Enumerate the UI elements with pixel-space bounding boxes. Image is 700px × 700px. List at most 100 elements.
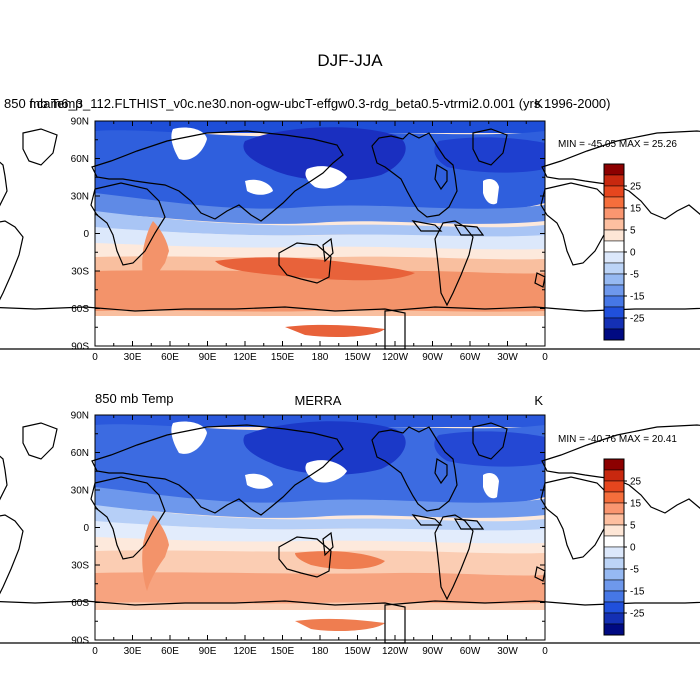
colorbar-swatch [603,458,625,471]
lon-tick-label: 0 [542,352,548,363]
colorbar-swatch [603,491,625,504]
lat-tick-label: 60N [71,154,89,165]
lat-tick-label: 60S [71,304,89,315]
colorbar-swatch [603,568,625,581]
colorbar-swatch [603,163,625,176]
lat-tick-label: 30N [71,192,89,203]
colorbar: 25 15 5 0 -5 -15 -25 [603,458,645,636]
lon-tick-label: 150W [344,352,371,363]
colorbar-swatch [603,546,625,559]
colorbar-label: -5 [630,270,639,281]
colorbar-swatch [603,535,625,548]
colorbar-swatch [603,317,625,330]
colorbar-label: 15 [630,204,642,215]
lat-tick-label: 60S [71,598,89,609]
colorbar-swatch [603,174,625,187]
colorbar-label: -25 [630,314,645,325]
colorbar-swatch [603,218,625,231]
colorbar-swatch [603,557,625,570]
colorbar-swatch [603,240,625,253]
lon-tick-label: 180 [312,352,329,363]
colorbar-label: 0 [630,248,636,259]
colorbar-swatch [603,328,625,341]
colorbar: 25 15 5 0 -5 -15 -25 [603,163,645,341]
lon-tick-label: 90E [199,352,217,363]
colorbar-label: -15 [630,587,645,598]
axis-ticks: 0 30E 60E 90E 120E 150E 180 150W 120W 90W 60W 30W 09… [71,411,549,658]
colorbar-label: 25 [630,477,642,488]
lat-tick-label: 90S [71,636,89,647]
lon-tick-label: 0 [92,646,98,657]
panel-min-max: MIN = -40.76 MAX = 20.41 [558,434,677,445]
colorbar-swatch [603,284,625,297]
colorbar-swatch [603,207,625,220]
axis-ticks: 0 30E 60E 90E 120E 150E 180 150W 120W 90W 60W 30W 09… [71,117,549,364]
lat-tick-label: 60N [71,448,89,459]
colorbar-label: 5 [630,226,636,237]
colorbar-label: 5 [630,521,636,532]
page-title: DJF-JJA [317,51,383,70]
panel-left-label: 850 mb Temp [4,96,83,111]
panel-center-label: MERRA [295,393,342,408]
lon-tick-label: 30W [497,646,518,657]
colorbar-swatch [603,612,625,625]
lon-tick-label: 30E [124,646,142,657]
colorbar-swatch [603,251,625,264]
lat-tick-label: 90N [71,411,89,422]
temperature-field [95,121,545,346]
lon-tick-label: 30W [497,352,518,363]
colorbar-swatch [603,590,625,603]
lon-tick-label: 60W [460,352,481,363]
lat-tick-label: 0 [83,523,89,534]
lat-tick-label: 0 [83,229,89,240]
colorbar-swatch [603,262,625,275]
colorbar-swatch [603,229,625,242]
lon-tick-label: 120W [382,646,409,657]
lon-tick-label: 60E [161,646,179,657]
colorbar-swatch [603,469,625,482]
panel-units-label: K [534,393,543,408]
lon-tick-label: 180 [312,646,329,657]
colorbar-swatch [603,480,625,493]
lon-tick-label: 150W [344,646,371,657]
colorbar-swatch [603,306,625,319]
colorbar-label: -5 [630,565,639,576]
lon-tick-label: 0 [542,646,548,657]
lon-tick-label: 120W [382,352,409,363]
colorbar-label: 15 [630,499,642,510]
colorbar-swatch [603,623,625,636]
colorbar-label: -25 [630,609,645,620]
lon-tick-label: 90W [422,352,443,363]
lon-tick-label: 150E [271,352,295,363]
panel-center-label: f.cam6_3_112.FLTHIST_v0c.ne30.non-ogw-ub… [30,96,611,111]
colorbar-swatch [603,295,625,308]
lon-tick-label: 120E [233,352,257,363]
colorbar-swatch [603,579,625,592]
colorbar-label: 0 [630,543,636,554]
model-panel: 850 mb Temp f.cam6_3_112.FLTHIST_v0c.ne3… [0,96,700,363]
lat-tick-label: 90S [71,342,89,353]
lon-tick-label: 120E [233,646,257,657]
lon-tick-label: 90W [422,646,443,657]
lon-tick-label: 60W [460,646,481,657]
lon-tick-label: 60E [161,352,179,363]
lon-tick-label: 30E [124,352,142,363]
lon-tick-label: 90E [199,646,217,657]
lat-tick-label: 30S [71,267,89,278]
colorbar-swatch [603,502,625,515]
lon-tick-label: 0 [92,352,98,363]
colorbar-label: -15 [630,292,645,303]
colorbar-label: 25 [630,182,642,193]
colorbar-swatch [603,185,625,198]
lon-tick-label: 150E [271,646,295,657]
panel-min-max: MIN = -45.05 MAX = 25.26 [558,139,677,150]
colorbar-swatch [603,196,625,209]
colorbar-swatch [603,273,625,286]
lat-tick-label: 30N [71,486,89,497]
colorbar-swatch [603,524,625,537]
lat-tick-label: 30S [71,561,89,572]
panel-units-label: K [534,96,543,111]
panel-left-label: 850 mb Temp [95,391,174,406]
lat-tick-label: 90N [71,117,89,128]
